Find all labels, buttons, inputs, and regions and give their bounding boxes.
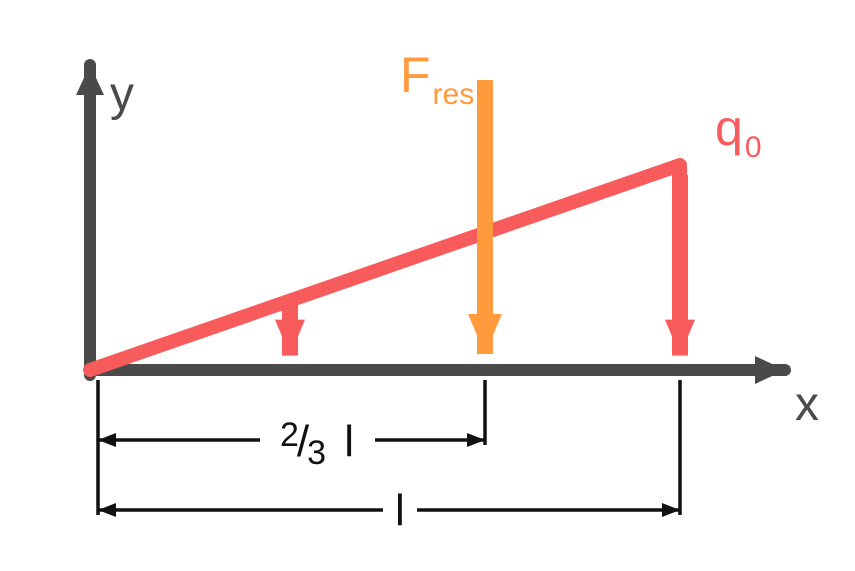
y-axis-label: y: [110, 68, 134, 121]
x-axis-label: x: [795, 378, 819, 431]
dim2-label: l: [395, 486, 405, 535]
diagram-svg: yxFresq02/3 ll: [0, 0, 855, 571]
